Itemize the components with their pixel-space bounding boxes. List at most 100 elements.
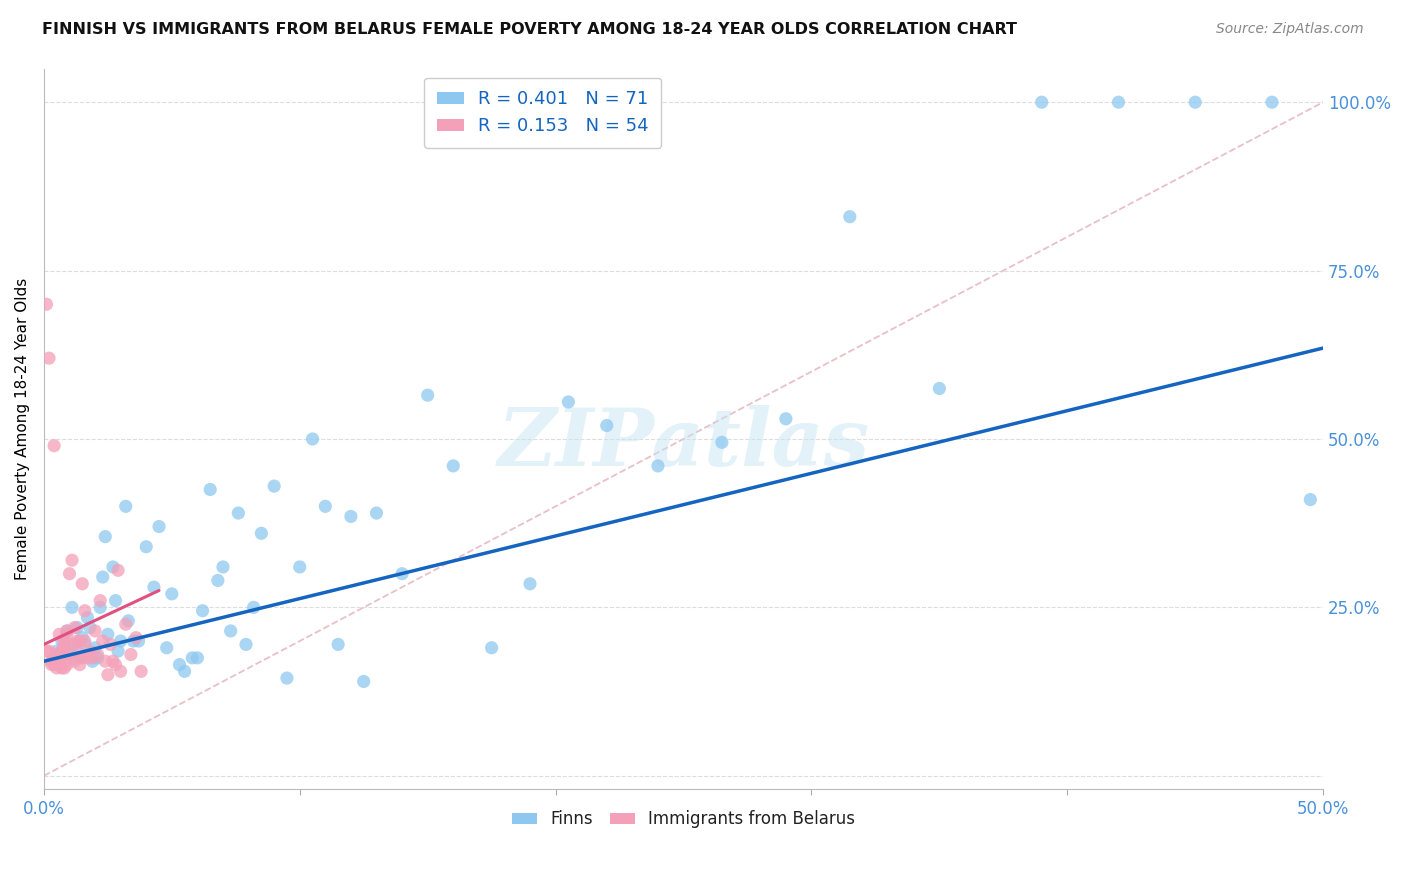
Point: [72, 631, 94, 645]
Point: [63, 621, 86, 635]
Point: [84, 624, 107, 638]
Legend: Finns, Immigrants from Belarus: Finns, Immigrants from Belarus: [505, 804, 862, 835]
Point: [42, 651, 65, 665]
Point: [66, 644, 89, 658]
Point: [94, 530, 117, 544]
Point: [117, 614, 139, 628]
Point: [186, 651, 208, 665]
Point: [128, 634, 150, 648]
Point: [58, 651, 80, 665]
Point: [48, 651, 70, 665]
Point: [301, 432, 323, 446]
Point: [1031, 95, 1053, 110]
Point: [38, 644, 60, 658]
Point: [72, 576, 94, 591]
Point: [66, 621, 89, 635]
Point: [91, 570, 114, 584]
Point: [596, 418, 619, 433]
Point: [288, 560, 311, 574]
Point: [35, 644, 58, 658]
Point: [48, 654, 70, 668]
Point: [107, 563, 129, 577]
Point: [212, 560, 235, 574]
Point: [56, 627, 79, 641]
Point: [481, 640, 503, 655]
Point: [120, 648, 142, 662]
Point: [242, 600, 264, 615]
Point: [710, 435, 733, 450]
Point: [557, 395, 579, 409]
Point: [219, 624, 242, 638]
Point: [353, 674, 375, 689]
Point: [110, 665, 132, 679]
Point: [45, 661, 67, 675]
Point: [104, 657, 127, 672]
Text: Source: ZipAtlas.com: Source: ZipAtlas.com: [1216, 22, 1364, 37]
Point: [41, 657, 63, 672]
Point: [63, 637, 86, 651]
Point: [69, 634, 91, 648]
Point: [76, 651, 98, 665]
Point: [142, 580, 165, 594]
Point: [101, 560, 124, 574]
Point: [104, 593, 127, 607]
Point: [51, 644, 73, 658]
Point: [276, 671, 298, 685]
Point: [72, 651, 94, 665]
Point: [114, 500, 136, 514]
Point: [110, 634, 132, 648]
Point: [86, 651, 108, 665]
Point: [73, 634, 96, 648]
Point: [84, 640, 107, 655]
Y-axis label: Female Poverty Among 18-24 Year Olds: Female Poverty Among 18-24 Year Olds: [15, 277, 30, 580]
Point: [1184, 95, 1206, 110]
Point: [160, 587, 183, 601]
Point: [60, 637, 83, 651]
Point: [89, 600, 111, 615]
Point: [53, 661, 76, 675]
Point: [97, 627, 120, 641]
Point: [250, 526, 273, 541]
Point: [51, 634, 73, 648]
Point: [38, 351, 60, 366]
Point: [51, 644, 73, 658]
Point: [156, 640, 179, 655]
Point: [114, 617, 136, 632]
Point: [66, 634, 89, 648]
Point: [928, 381, 950, 395]
Point: [82, 654, 104, 668]
Point: [838, 210, 860, 224]
Point: [263, 479, 285, 493]
Point: [42, 657, 65, 672]
Point: [181, 651, 204, 665]
Point: [69, 657, 91, 672]
Point: [129, 665, 152, 679]
Point: [173, 665, 195, 679]
Point: [366, 506, 388, 520]
Point: [42, 439, 65, 453]
Point: [79, 644, 101, 658]
Point: [326, 637, 349, 651]
Text: ZIPatlas: ZIPatlas: [498, 405, 869, 482]
Point: [86, 648, 108, 662]
Point: [91, 634, 114, 648]
Point: [94, 654, 117, 668]
Point: [45, 644, 67, 658]
Point: [45, 657, 67, 672]
Point: [58, 648, 80, 662]
Point: [169, 657, 191, 672]
Point: [416, 388, 439, 402]
Point: [1299, 492, 1322, 507]
Point: [191, 604, 214, 618]
Point: [41, 654, 63, 668]
Point: [519, 576, 541, 591]
Point: [53, 634, 76, 648]
Point: [60, 553, 83, 567]
Point: [340, 509, 363, 524]
Point: [228, 506, 250, 520]
Point: [60, 600, 83, 615]
Point: [56, 624, 79, 638]
Point: [441, 458, 464, 473]
Point: [63, 654, 86, 668]
Point: [100, 637, 122, 651]
